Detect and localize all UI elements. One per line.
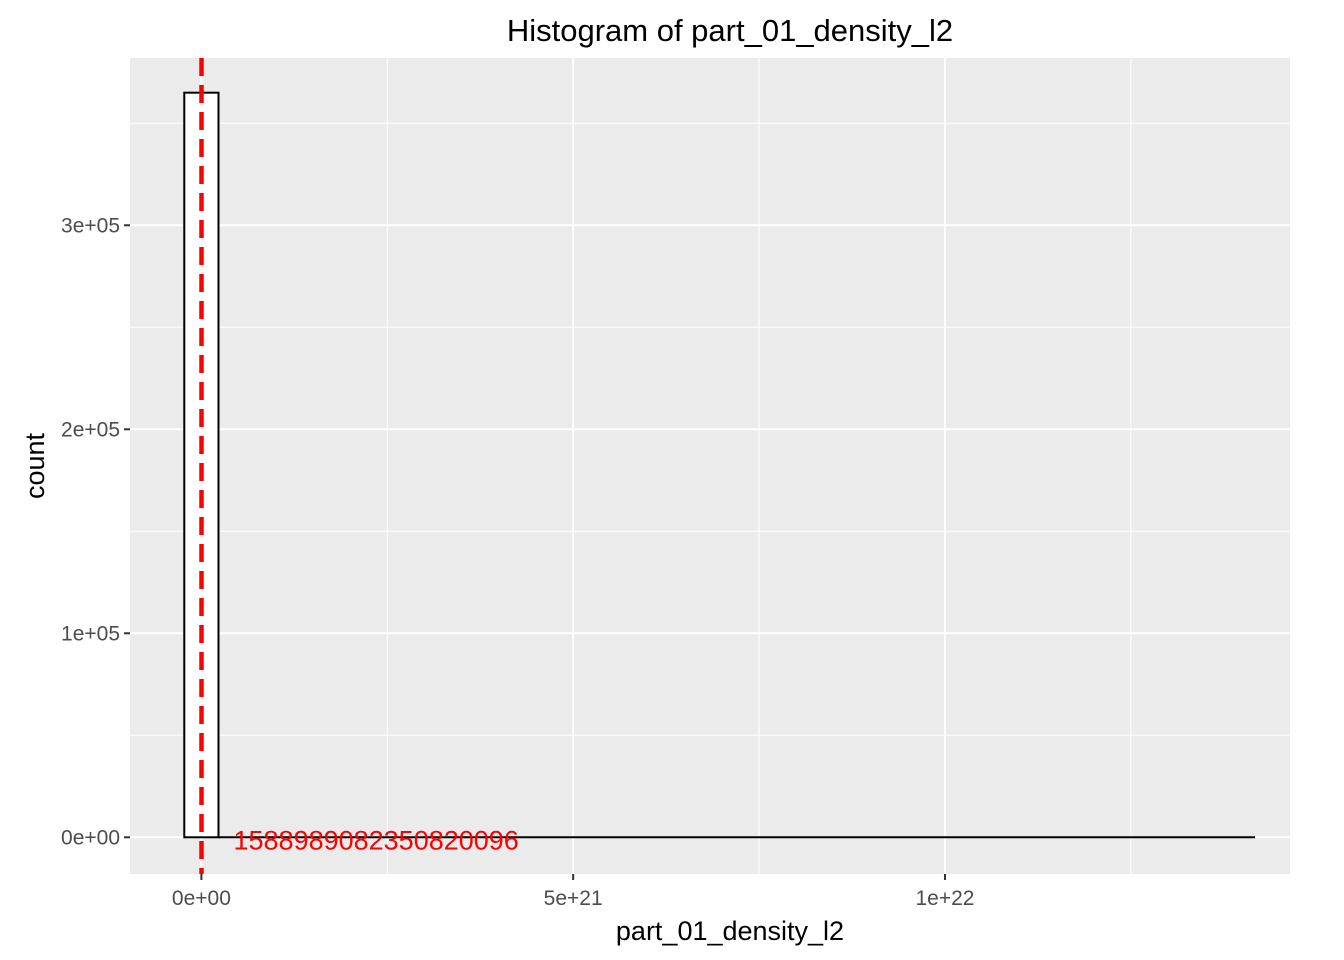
- x-tick-label: 1e+22: [915, 887, 974, 910]
- y-tick-label: 2e+05: [61, 418, 120, 441]
- y-tick-label: 0e+00: [61, 826, 120, 849]
- y-axis: 0e+00 1e+05 2e+05 3e+05: [61, 214, 130, 849]
- x-axis: 0e+00 5e+21 1e+22: [172, 874, 974, 910]
- minor-gridlines: [130, 58, 1290, 874]
- y-tick-label: 1e+05: [61, 622, 120, 645]
- y-axis-title: count: [20, 432, 50, 499]
- x-axis-title: part_01_density_l2: [616, 916, 844, 946]
- x-tick-label: 0e+00: [172, 887, 231, 910]
- x-tick-label: 5e+21: [544, 887, 603, 910]
- mean-marker: 1588989082350820096: [199, 58, 519, 874]
- y-tick-label: 3e+05: [61, 214, 120, 237]
- mean-value-label: 1588989082350820096: [234, 825, 519, 855]
- plot-panel: [130, 58, 1290, 874]
- chart-title: Histogram of part_01_density_l2: [507, 13, 953, 48]
